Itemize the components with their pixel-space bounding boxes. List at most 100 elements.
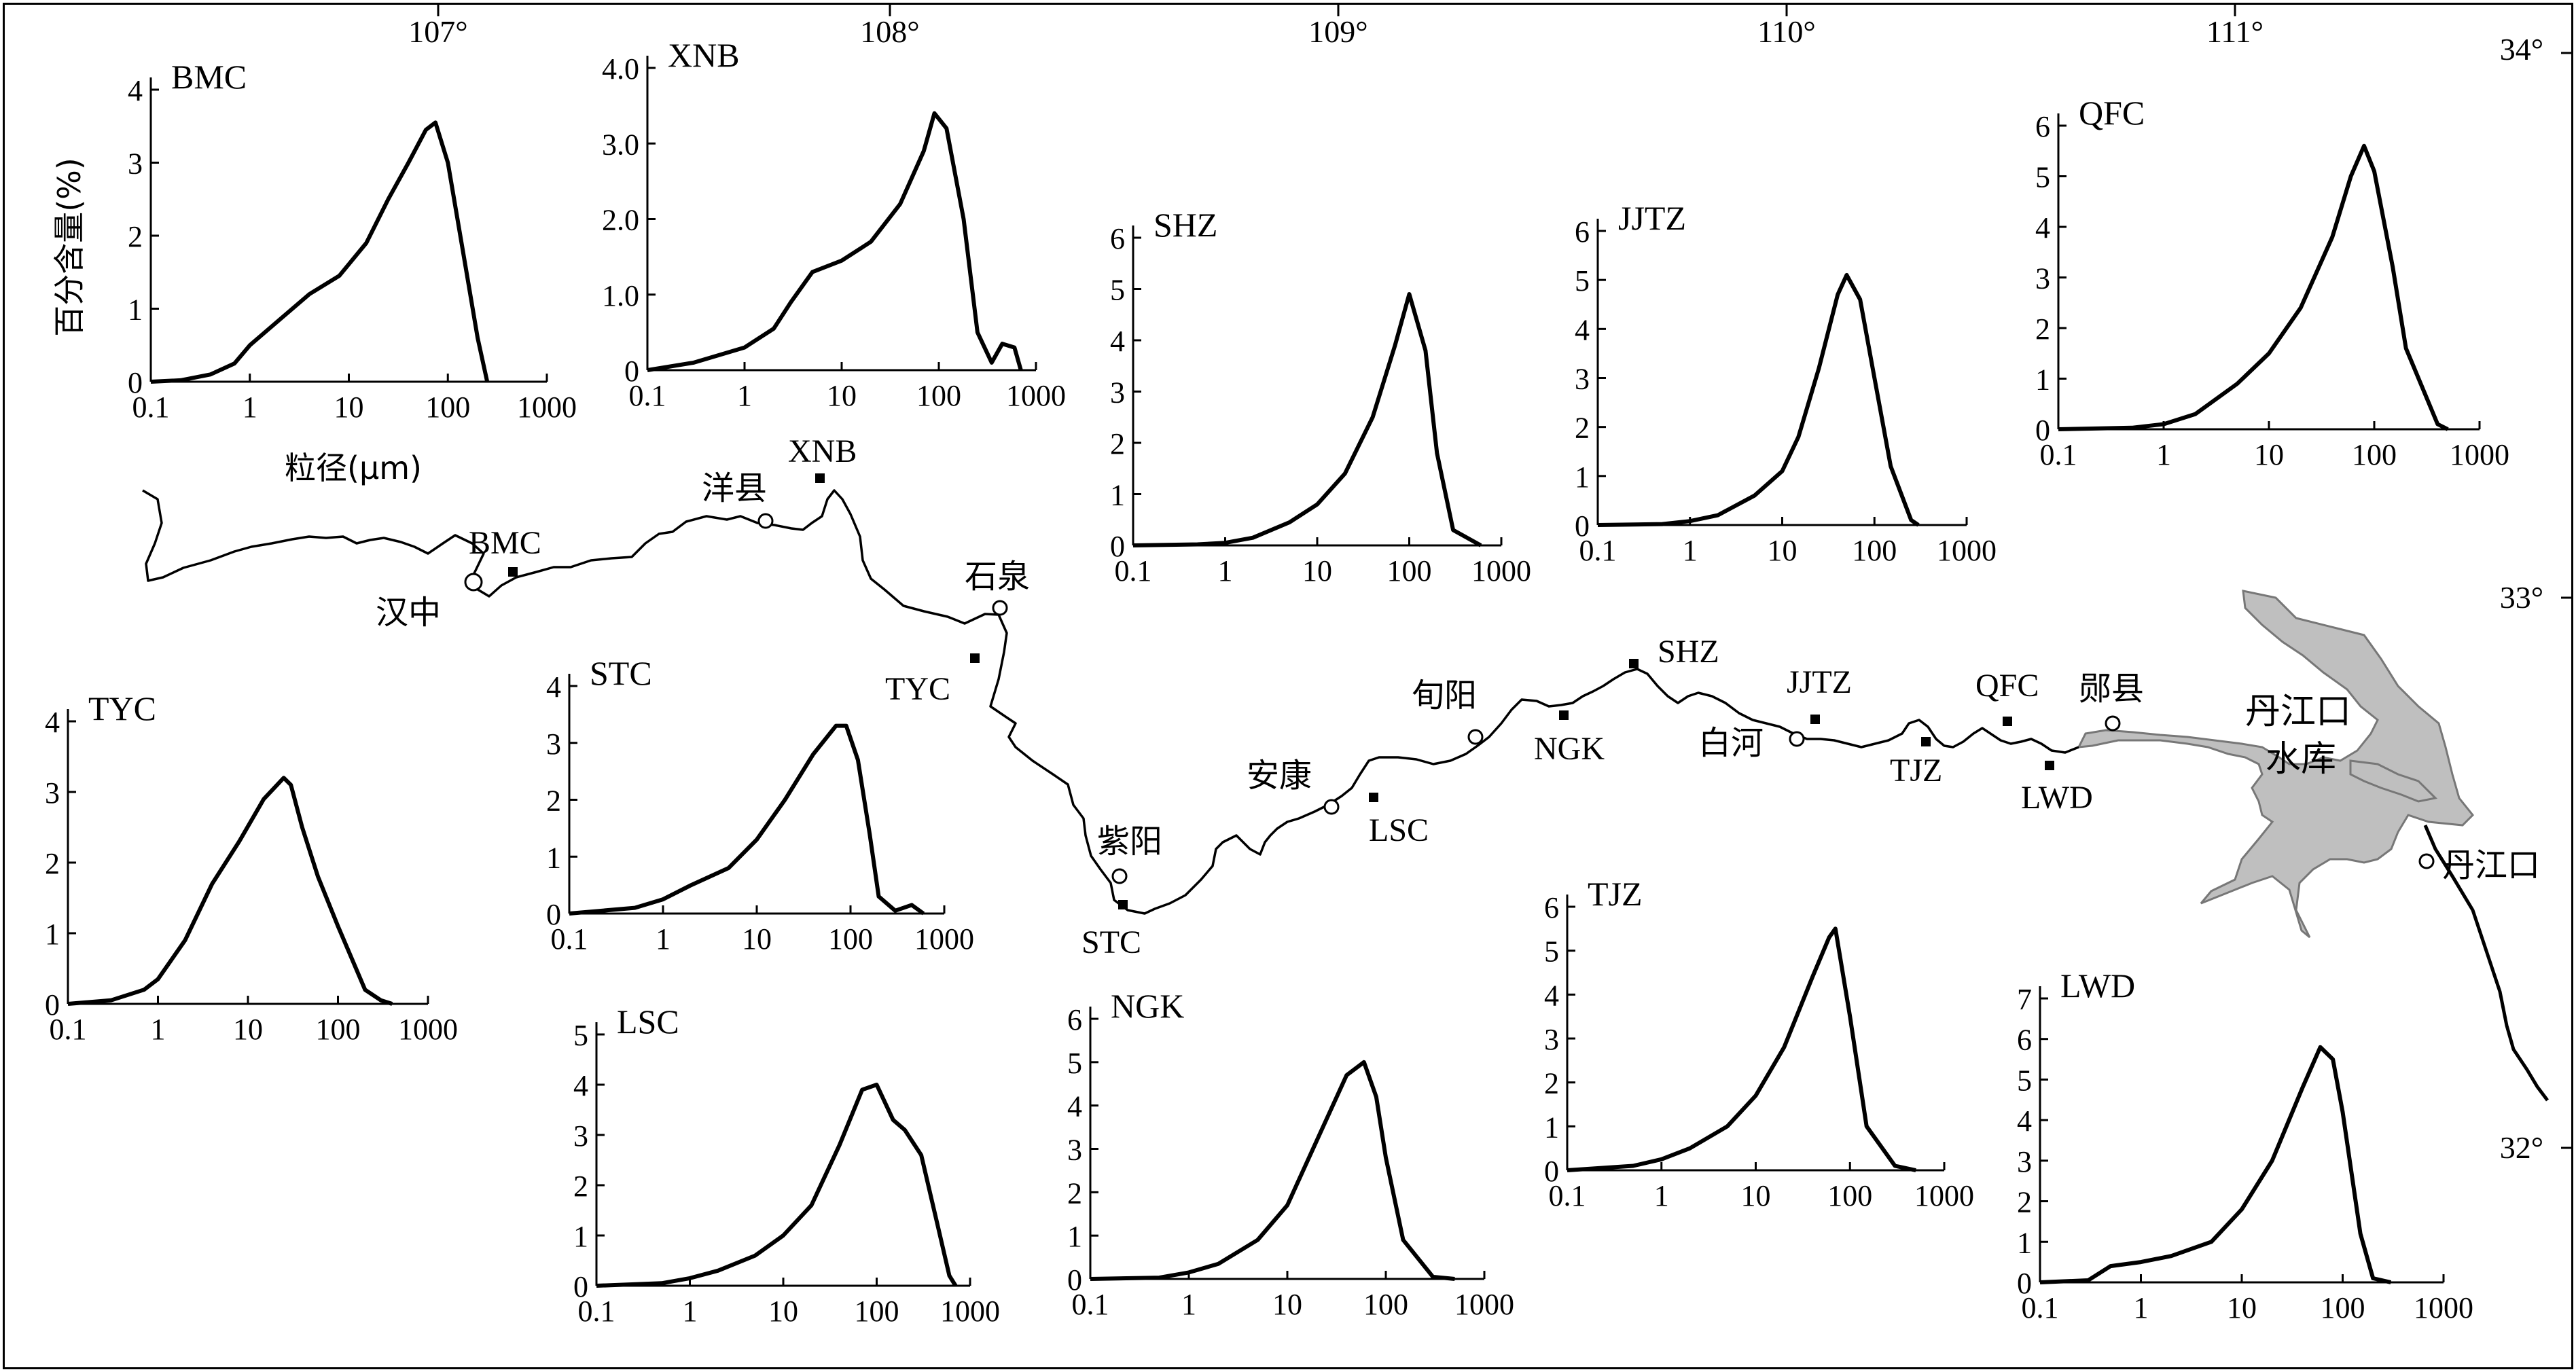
y-tick-label: 0 [1110,530,1125,563]
chart-panel-LWD: 0 1 2 3 4 5 6 7 0.1 1 10 100 1000 LWD [2017,967,2473,1324]
y-tick-label: 3 [1067,1134,1082,1167]
y-tick-label: 4 [2035,211,2050,245]
x-tick-label: 1000 [1937,534,1997,567]
x-tick-label: 1000 [1006,379,1066,412]
y-tick-label: 1 [2017,1226,2032,1259]
graticule-ticks [437,5,2571,1149]
panel-title: SHZ [1153,206,1217,244]
y-tick-label: 1 [546,841,561,874]
panel-title: QFC [2079,94,2145,132]
chart-panel-LSC: 0 1 2 3 4 5 0.1 1 10 100 1000 LSC [573,1003,1000,1328]
x-tick-label: 1000 [1914,1179,1974,1212]
latitude-label: 34° [2500,32,2543,67]
latitude-label: 32° [2500,1130,2543,1165]
panel-title: LWD [2060,967,2135,1005]
x-tick-label: 100 [316,1013,361,1046]
panel-title: JJTZ [1618,199,1686,237]
y-tick-label: 3 [1575,363,1590,396]
site-label-TJZ: TJZ [1890,753,1942,789]
panel-title: TJZ [1588,875,1643,913]
site-label-BMC: BMC [469,525,541,561]
chart-panel-NGK: 0 1 2 3 4 5 6 0.1 1 10 100 1000 NGK [1067,987,1514,1321]
y-tick-label: 1 [128,293,143,327]
x-tick-label: 1000 [2450,438,2509,471]
site-label-STC: STC [1081,924,1141,960]
reservoir-arm [2349,759,2438,803]
y-tick-label: 4 [546,670,561,704]
y-tick-label: 1 [2035,363,2050,397]
y-tick-label: 6 [1110,222,1125,255]
y-tick-label: 4 [45,706,60,739]
y-tick-label: 1 [1544,1111,1559,1144]
x-tick-label: 0.1 [1115,554,1152,588]
place-label-shiquan: 石泉 [965,558,1030,596]
x-tick-label: 100 [855,1295,899,1328]
x-tick-label: 100 [2321,1291,2365,1324]
site-marker-NGK [1559,710,1569,720]
x-tick-label: 10 [1272,1288,1302,1321]
site-marker-QFC [2003,717,2012,726]
site-marker-JJTZ [1810,715,1820,724]
x-tick-label: 0.1 [50,1013,87,1046]
x-tick-label: 100 [2352,438,2397,471]
panel-title: XNB [668,36,740,74]
series-line [1090,1060,1455,1281]
site-label-LSC: LSC [1369,812,1429,848]
longitude-label: 110° [1757,14,1816,49]
x-tick-label: 1000 [517,391,577,424]
longitude-label: 107° [408,14,467,49]
y-tick-label: 3 [1110,376,1125,410]
x-tick-label: 1 [737,379,752,412]
y-tick-label: 4 [573,1069,588,1102]
y-tick-label: 5 [1067,1047,1082,1080]
y-tick-label: 1.0 [602,279,639,312]
y-tick-label: 0 [2017,1267,2032,1300]
longitude-label: 109° [1308,14,1367,49]
chart-panel-XNB: 0 1.0 2.0 3.0 4.0 0.1 1 10 100 1000 XNB [602,36,1066,412]
series-line [647,111,1023,372]
x-tick-label: 1000 [2414,1291,2473,1324]
reservoir-label-line1: 丹江口 [2245,691,2351,732]
y-tick-label: 2 [573,1170,588,1203]
site-marker-TYC [970,653,980,663]
y-tick-label: 0 [1067,1263,1082,1297]
site-label-JJTZ: JJTZ [1787,664,1852,700]
y-tick-label: 2 [128,220,143,253]
reservoir-label-line2: 水库 [2266,739,2336,780]
x-tick-label: 1000 [1471,554,1531,588]
y-tick-label: 2 [1575,412,1590,445]
chart-panel-SHZ: 0 1 2 3 4 5 6 0.1 1 10 100 1000 SHZ [1110,206,1531,588]
x-tick-label: 100 [1363,1288,1408,1321]
x-tick-label: 1000 [1454,1288,1514,1321]
x-tick-label: 10 [742,922,772,956]
y-tick-label: 1 [1110,479,1125,512]
series-line [1597,272,1920,527]
longitude-label: 108° [860,14,919,49]
x-tick-label: 1000 [940,1295,1000,1328]
chart-panel-QFC: 0 1 2 3 4 5 6 0.1 1 10 100 1000 QFC [2035,94,2509,471]
han-river-downstream [2423,825,2549,1102]
site-marker-TJZ [1921,737,1931,746]
city-marker-xunyang [1467,729,1484,745]
longitude-labels: 107° 108° 109° 110° 111° [408,14,2264,49]
x-tick-label: 100 [916,379,961,412]
latitude-labels: 34° 33° 32° [2500,32,2543,1165]
x-tick-label: 10 [2227,1291,2257,1324]
panel-title: TYC [88,689,156,727]
site-label-NGK: NGK [1534,731,1605,767]
y-tick-label: 0 [2035,414,2050,447]
series-line [2058,143,2449,431]
x-tick-label: 10 [1768,534,1797,567]
series-line [67,776,393,1006]
place-label-baihe: 白河 [1698,724,1764,762]
x-tick-label: 1000 [914,922,974,956]
x-tick-label: 100 [425,391,470,424]
chart-panel-BMC: 0 1 2 3 4 0.1 1 10 100 1000 BMC [128,58,577,424]
y-tick-label: 4 [128,74,143,107]
panel-title: LSC [617,1003,679,1041]
y-tick-label: 0 [128,366,143,399]
x-tick-label: 1 [1654,1179,1669,1212]
y-tick-label: 7 [2017,983,2032,1016]
x-tick-label: 0.1 [2040,438,2077,471]
